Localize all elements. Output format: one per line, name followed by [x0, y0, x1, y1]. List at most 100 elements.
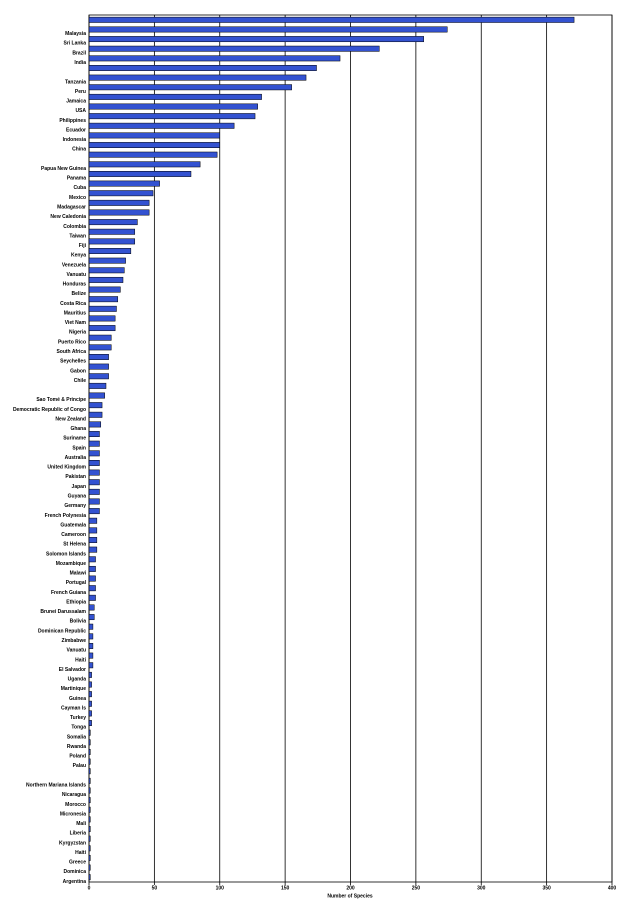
bar	[88, 498, 100, 505]
bar	[88, 113, 256, 120]
bar	[88, 209, 150, 216]
y-tick-label: Palau	[73, 763, 86, 769]
bar	[88, 806, 91, 813]
y-tick-label: Peru	[75, 89, 86, 95]
y-tick-label: Australia	[65, 455, 87, 461]
bar	[88, 142, 220, 148]
y-tick-label: Mexico	[69, 195, 86, 201]
bar	[88, 749, 91, 755]
y-tick-label: Poland	[69, 754, 86, 760]
y-tick-label: Cameroon	[61, 532, 86, 538]
x-tick-label: 0	[88, 885, 91, 891]
bar	[88, 373, 109, 380]
y-tick-label: Bolivia	[70, 619, 87, 625]
y-tick-label: Rwanda	[67, 744, 86, 750]
y-tick-label: Madagascar	[57, 205, 86, 211]
y-tick-label: Vanuatu	[67, 272, 86, 278]
bar	[88, 816, 91, 823]
bar	[88, 604, 95, 611]
bar	[88, 508, 100, 515]
bar	[88, 854, 91, 861]
bar	[88, 797, 91, 804]
y-tick-label: Chile	[74, 378, 86, 384]
bar	[88, 671, 92, 678]
y-tick-label: Zimbabwe	[62, 638, 87, 644]
x-axis-title: Number of Species	[327, 893, 373, 899]
bar	[88, 84, 292, 91]
bar	[88, 565, 96, 572]
y-tick-label: Northern Mariana Islands	[26, 783, 86, 789]
y-tick-label: Germany	[64, 503, 86, 509]
y-tick-label: Malaysia	[65, 31, 86, 37]
bar	[88, 700, 92, 707]
y-tick-label: Tonga	[71, 725, 86, 731]
y-tick-label: Dominica	[63, 869, 86, 875]
y-tick-label: Viet Nam	[65, 320, 87, 326]
y-tick-label: Dominican Republic	[38, 628, 86, 634]
bar	[88, 864, 91, 871]
y-tick-label: Mozambique	[56, 561, 86, 567]
y-tick-label: Colombia	[63, 224, 86, 230]
y-tick-label: Sao Tomé & Principe	[36, 397, 86, 403]
y-tick-label: Liberia	[70, 831, 87, 837]
bar	[88, 305, 117, 312]
bar	[88, 219, 138, 226]
y-tick-label: Guatemala	[60, 522, 86, 528]
y-tick-label: Ethiopia	[66, 599, 86, 605]
bar	[88, 594, 96, 601]
bar	[88, 527, 98, 534]
y-tick-label: Haiti	[75, 657, 86, 663]
bar	[88, 161, 201, 168]
x-tick-label: 50	[152, 885, 158, 891]
bar	[88, 777, 91, 784]
bar	[88, 132, 220, 139]
bar	[88, 103, 258, 110]
y-tick-label: Portugal	[66, 580, 87, 586]
y-tick-label: Suriname	[63, 436, 86, 442]
y-tick-label: Panama	[67, 176, 86, 182]
y-tick-label: Honduras	[63, 282, 87, 288]
bar	[88, 248, 132, 254]
x-tick-label: 150	[281, 885, 290, 891]
y-tick-label: Jamaica	[66, 99, 86, 105]
bar	[88, 729, 91, 736]
x-tick-label: 400	[608, 885, 617, 891]
y-tick-label: New Zealand	[55, 416, 86, 422]
y-tick-label: Venezuela	[62, 262, 86, 268]
y-tick-label: Solomon Islands	[46, 551, 86, 557]
y-tick-label: El Salvador	[59, 667, 86, 673]
bar	[88, 344, 112, 351]
y-tick-label: Indonesia	[63, 137, 87, 143]
y-tick-label: St Helena	[63, 542, 86, 548]
bar	[88, 16, 575, 23]
y-tick-label: French Polynesia	[45, 513, 87, 519]
bar	[88, 623, 94, 630]
bar	[88, 421, 102, 428]
bar	[88, 517, 98, 524]
bar	[88, 488, 100, 495]
y-tick-label: Gabon	[70, 368, 86, 374]
y-tick-label: United Kingdom	[47, 465, 86, 471]
bar	[88, 710, 92, 717]
bar	[88, 874, 91, 881]
y-tick-label: Democratic Republic of Congo	[13, 407, 86, 413]
y-tick-label: USA	[75, 108, 86, 114]
y-tick-label: Haiti	[75, 850, 86, 856]
bar	[88, 575, 96, 582]
y-tick-label: China	[72, 147, 86, 153]
bar	[88, 122, 235, 129]
bar	[88, 662, 94, 669]
bar	[88, 681, 92, 688]
y-tick-label: Turkey	[70, 715, 86, 721]
y-tick-label: Fiji	[79, 243, 87, 249]
bar	[88, 180, 160, 187]
bar	[88, 633, 94, 640]
y-tick-label: Pakistan	[65, 474, 86, 480]
bar	[88, 74, 307, 81]
bar	[88, 382, 107, 389]
bar	[88, 479, 100, 486]
bar	[88, 45, 380, 52]
bar	[88, 257, 126, 264]
bar	[88, 402, 103, 409]
bar	[88, 537, 98, 543]
